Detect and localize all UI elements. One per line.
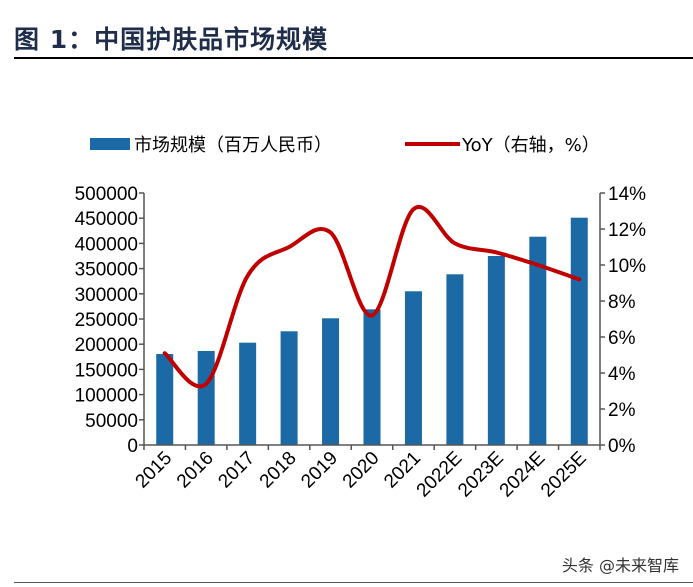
x-tick-label: 2020: [339, 448, 384, 493]
left-tick-label: 400000: [75, 234, 138, 255]
left-tick-label: 500000: [75, 184, 138, 205]
x-tick-label: 2019: [297, 448, 342, 493]
figure-title: 图 1：中国护肤品市场规模: [14, 25, 329, 54]
right-tick-label: 14%: [608, 184, 646, 205]
x-tick-label: 2023E: [454, 448, 508, 502]
bar-2016: [197, 351, 215, 445]
left-tick-label: 150000: [75, 360, 138, 381]
bar-2021: [404, 291, 422, 445]
left-tick-label: 100000: [75, 386, 138, 407]
left-tick-label: 0: [127, 436, 138, 457]
x-tick-label: 2016: [173, 448, 218, 493]
x-tick-label: 2022E: [413, 448, 467, 502]
left-tick-label: 300000: [75, 285, 138, 306]
legend-swatch-bar: [90, 138, 130, 150]
bar-2017: [239, 342, 257, 445]
legend-label-line: YoY（右轴，%）: [461, 135, 600, 156]
legend-label-bar: 市场规模（百万人民币）: [134, 135, 332, 156]
right-tick-label: 12%: [608, 220, 646, 241]
bar-2024E: [529, 236, 547, 445]
title-divider: [14, 57, 693, 59]
left-tick-label: 450000: [75, 209, 138, 230]
x-tick-label: 2018: [256, 448, 301, 493]
bar-2015: [156, 354, 174, 445]
right-tick-label: 4%: [608, 364, 636, 385]
left-tick-label: 250000: [75, 310, 138, 331]
x-tick-label: 2024E: [496, 448, 550, 502]
bar-2018: [280, 331, 298, 445]
yoy-line: [162, 205, 582, 389]
left-tick-label: 350000: [75, 260, 138, 281]
x-tick-label: 2017: [214, 448, 259, 493]
right-tick-label: 8%: [608, 292, 636, 313]
watermark: 头条 @未来智库: [561, 556, 679, 575]
bar-2022E: [446, 274, 464, 445]
bar-2023E: [487, 256, 505, 445]
x-tick-label: 2015: [132, 448, 177, 493]
left-tick-label: 50000: [85, 411, 138, 432]
right-tick-label: 10%: [608, 256, 646, 277]
bottom-divider: [14, 582, 693, 583]
right-tick-label: 2%: [608, 400, 636, 421]
x-tick-label: 2025E: [537, 448, 591, 502]
bar-2025E: [570, 217, 588, 445]
left-tick-label: 200000: [75, 335, 138, 356]
bar-2019: [322, 318, 340, 445]
right-tick-label: 6%: [608, 328, 636, 349]
right-tick-label: 0%: [608, 436, 636, 457]
bar-2020: [363, 309, 381, 445]
